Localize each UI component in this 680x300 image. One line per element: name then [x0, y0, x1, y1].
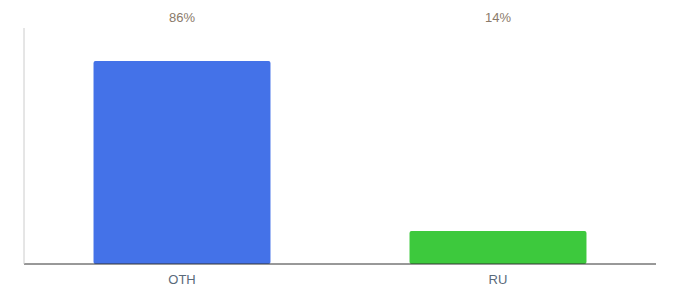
axes: OTH RU	[24, 28, 656, 287]
data-labels: 86% 14%	[169, 10, 511, 25]
bars	[94, 61, 587, 264]
data-label: 14%	[485, 10, 511, 25]
data-label: 86%	[169, 10, 195, 25]
chart-svg: 86% 14% OTH RU	[0, 0, 680, 300]
chart-container: 86% 14% OTH RU	[0, 0, 680, 300]
bar	[94, 61, 271, 264]
x-tick-label: OTH	[168, 272, 195, 287]
x-tick-label: RU	[489, 272, 508, 287]
y-axis-line	[24, 28, 25, 264]
bar	[410, 231, 587, 264]
x-axis-line	[24, 264, 656, 265]
